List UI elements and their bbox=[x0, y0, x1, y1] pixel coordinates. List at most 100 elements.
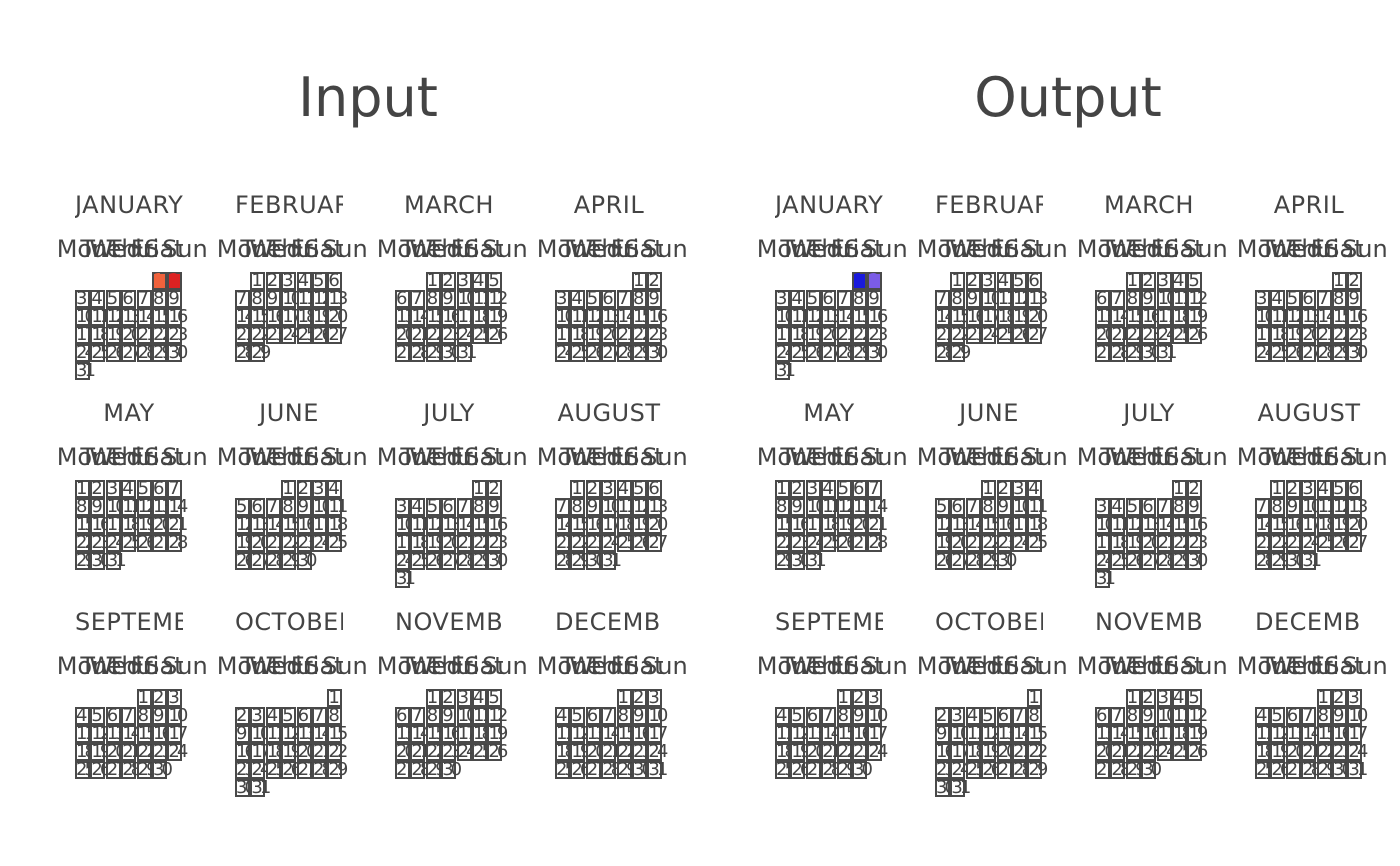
weekday-label: Thu bbox=[266, 652, 312, 680]
weekday-label: Sun bbox=[1342, 235, 1388, 263]
month-february: FEBRUARYMonTueWedThuFriSatSun12345678910… bbox=[217, 190, 368, 380]
day-cell: 7 bbox=[555, 498, 570, 516]
day-cell: 6 bbox=[647, 480, 663, 498]
weekday-label: Thu bbox=[426, 443, 472, 471]
day-cell: 30 bbox=[1332, 759, 1353, 780]
weekday-header: Mon Tue Wed Thu Fri Sat Sun bbox=[53, 236, 213, 262]
month-name: AUGUST bbox=[557, 399, 661, 427]
weekday-label: Thu bbox=[586, 652, 632, 680]
weekday-label: Fri bbox=[130, 235, 160, 263]
weekday-label: Thu bbox=[806, 235, 852, 263]
day-cell: 4 bbox=[296, 272, 312, 290]
month-may: MAY Mon Tue Wed Thu Fri Sat Sun 1 2 3 4 5 6 7 8 9 10 11 12 1… bbox=[57, 398, 208, 588]
weekday-label: Wed bbox=[789, 235, 842, 263]
day-cell: 3 bbox=[105, 480, 121, 498]
day-cell: 5 bbox=[585, 290, 601, 308]
day-cell: 4 bbox=[90, 290, 106, 308]
day-cell: 6 bbox=[327, 272, 343, 290]
day-cell: 5 bbox=[136, 480, 152, 498]
day-cell: 24 bbox=[281, 324, 302, 345]
day-cell: 25 bbox=[1255, 759, 1276, 780]
weekday-label: Thu bbox=[266, 443, 312, 471]
weekday-label: Sun bbox=[322, 235, 368, 263]
day-cell: 29 bbox=[1172, 550, 1193, 571]
day-cell: 1 bbox=[136, 689, 152, 707]
weekday-label: Tue bbox=[80, 235, 122, 263]
day-cell: 29 bbox=[1332, 342, 1353, 363]
weekday-label: Thu bbox=[426, 235, 472, 263]
day-cell: 30 bbox=[1141, 342, 1162, 363]
day-cell: 27 bbox=[121, 342, 142, 363]
day-grid: 1 2 3 4 5 6 7 8 9 10 11 12 13 14 15 16 17 18 19 20 21 22 23 24 2… bbox=[1095, 480, 1208, 588]
weekday-label: Mon bbox=[216, 652, 268, 680]
day-cell: 25 bbox=[996, 324, 1017, 345]
day-cell: 26 bbox=[836, 532, 857, 553]
day-cell: 28 bbox=[136, 342, 157, 363]
day-cell: 26 bbox=[90, 759, 111, 780]
day-cell: 20 bbox=[647, 514, 668, 535]
day-cell: 27 bbox=[250, 550, 271, 571]
day-cell: 25 bbox=[75, 759, 96, 780]
day-grid: 1 2 3 4 5 6 7 8 9 10 11 12 13 14 15 16 17 18 19 20 21 22 23 24 2… bbox=[775, 689, 888, 780]
day-cell: 5 bbox=[235, 498, 250, 516]
month-march: MARCH Mon Tue Wed Thu Fri Sat Sun 1 2 3 4 5 6 7 8 9 10 11 1… bbox=[1077, 190, 1228, 380]
weekday-label: Thu bbox=[586, 235, 632, 263]
day-cell: 8 bbox=[136, 707, 152, 725]
month-name: MARCH bbox=[404, 191, 494, 219]
day-cell: 3 bbox=[395, 498, 410, 516]
month-april: APRIL Mon Tue Wed Thu Fri Sat Sun 1 2 3 4 5 6 7 8 9 10 11 1… bbox=[537, 190, 688, 380]
day-cell: 28 bbox=[1301, 759, 1322, 780]
weekday-label: Sun bbox=[862, 652, 908, 680]
day-cell: 3 bbox=[75, 290, 90, 308]
day-cell: 7 bbox=[456, 498, 472, 516]
weekday-label: Tue bbox=[240, 443, 282, 471]
weekday-label: Wed bbox=[89, 235, 142, 263]
month-october: OCTOBERMonTueWedThuFriSatSun123456789101… bbox=[917, 607, 1068, 797]
month-name: DECEMBER bbox=[1255, 608, 1363, 636]
day-cell: 28 bbox=[312, 759, 333, 780]
day-cell: 30 bbox=[487, 550, 508, 571]
day-cell: 17 bbox=[647, 723, 668, 744]
day-cell: 7 bbox=[616, 290, 632, 308]
day-cell: 29 bbox=[1125, 759, 1147, 780]
weekday-label: Tue bbox=[400, 652, 442, 680]
weekday-label: Sat bbox=[304, 443, 344, 471]
weekday-header: Mon Tue Wed Thu Fri Sat Sun bbox=[53, 653, 213, 679]
month-name: AUGUST bbox=[1257, 399, 1361, 427]
day-cell: 31 bbox=[647, 759, 668, 780]
day-cell: 27 bbox=[805, 759, 827, 780]
day-cell: 9 bbox=[167, 290, 183, 308]
day-cell: 30 bbox=[790, 550, 811, 571]
day-cell: 28 bbox=[456, 550, 477, 571]
day-cell: 3 bbox=[281, 272, 297, 290]
month-name: JANUARY bbox=[775, 191, 883, 219]
day-cell: 30 bbox=[1141, 759, 1162, 780]
day-cell: 8 bbox=[570, 498, 586, 516]
day-cell: 21 bbox=[167, 514, 188, 535]
month-june: JUNE Mon Tue Wed Thu Fri Sat Sun 1 2 3 4 5 6 7 8 9 10 11 12… bbox=[917, 398, 1068, 588]
weekday-header: Mon Tue Wed Thu Fri Sat Sun bbox=[753, 444, 913, 470]
weekday-label: Mon bbox=[56, 443, 108, 471]
weekday-header: Mon Tue Wed Thu Fri Sat Sun bbox=[533, 444, 693, 470]
day-cell: 26 bbox=[487, 324, 508, 345]
day-cell: 26 bbox=[105, 342, 127, 363]
day-cell: 24 bbox=[647, 741, 668, 762]
day-cell: 1 bbox=[250, 272, 266, 290]
day-cell: 12 bbox=[487, 288, 508, 309]
day-cell: 25 bbox=[1027, 532, 1048, 553]
weekday-label: Tue bbox=[240, 652, 282, 680]
weekday-label: Wed bbox=[409, 652, 462, 680]
input-panel-title: Input bbox=[298, 66, 438, 129]
day-cell: 8 bbox=[425, 707, 441, 725]
day-cell: 29 bbox=[950, 342, 971, 363]
day-cell: 30 bbox=[632, 759, 653, 780]
day-cell: 5 bbox=[487, 689, 503, 707]
day-cell: 31 bbox=[1347, 759, 1368, 780]
day-cell: 7 bbox=[167, 480, 183, 498]
day-cell: 31 bbox=[1156, 342, 1177, 363]
day-cell: 2 bbox=[647, 272, 663, 290]
month-name: DECEMBER bbox=[555, 608, 663, 636]
day-cell: 8 bbox=[250, 290, 266, 308]
day-cell: 2 bbox=[296, 480, 312, 498]
day-grid: 1 2 3 4 5 6 7 8 9 10 11 12 13 14 15 16 17 18 19 20 21 22 23 24 2… bbox=[1255, 689, 1368, 780]
